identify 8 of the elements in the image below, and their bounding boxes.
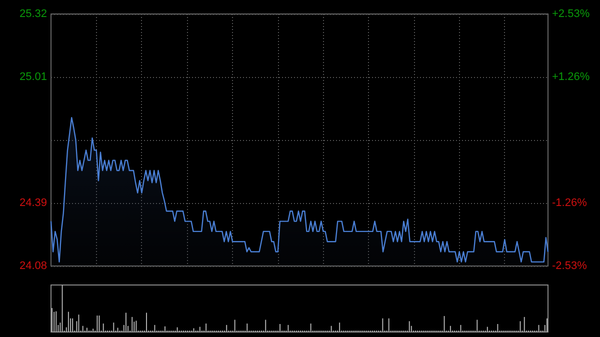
y2-tick-label: -1.26% [552,196,588,209]
y-tick-label: 25.01 [19,71,47,83]
y2-tick-label: -2.53% [552,260,588,272]
y-tick-label: 25.32 [19,8,47,20]
y2-tick-label: +1.26% [552,71,590,84]
y-tick-label: 24.08 [19,260,47,272]
y-tick-label: 24.39 [19,197,47,209]
y2-tick-label: +2.53% [552,8,590,20]
